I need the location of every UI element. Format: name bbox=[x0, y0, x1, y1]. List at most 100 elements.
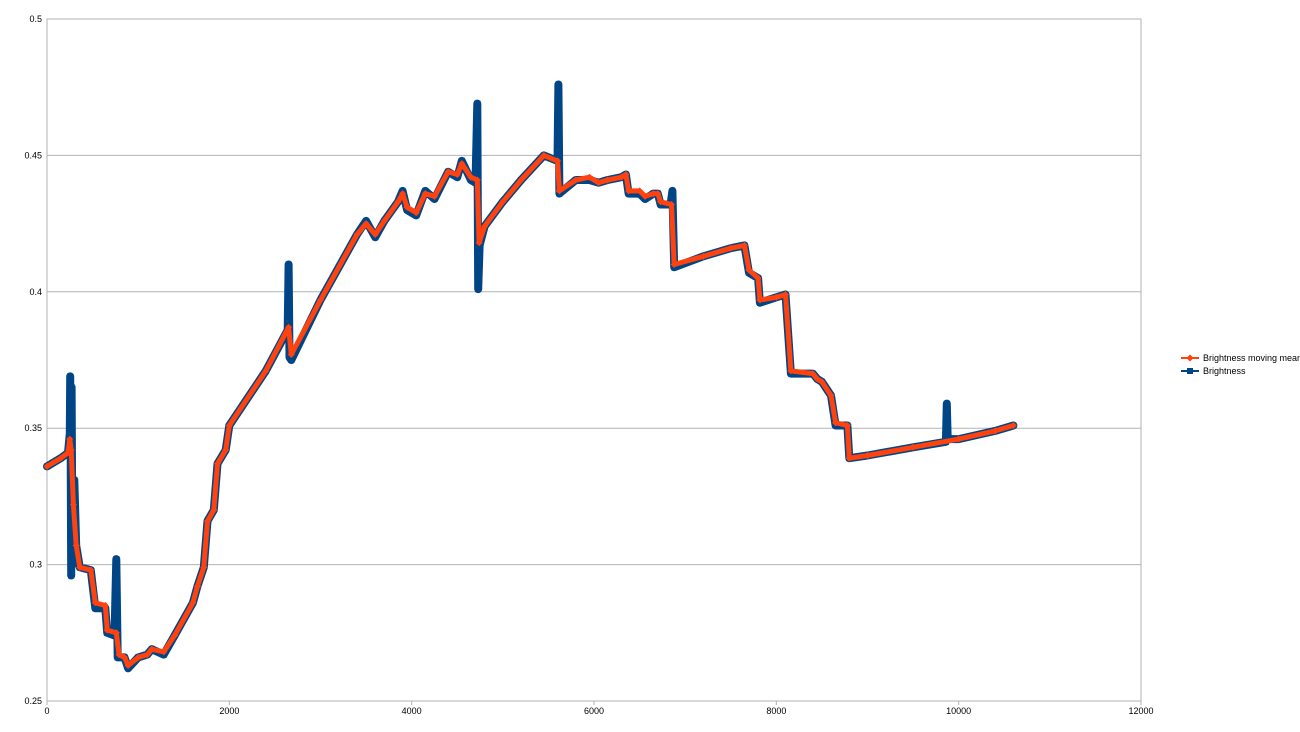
moving-mean-point bbox=[745, 266, 753, 274]
moving-mean-point bbox=[475, 239, 483, 247]
brightness-point bbox=[92, 605, 99, 612]
moving-mean-point bbox=[458, 160, 466, 168]
moving-mean-point bbox=[225, 421, 233, 429]
moving-mean-point bbox=[1009, 421, 1017, 429]
moving-mean-point bbox=[813, 375, 821, 383]
moving-mean-point bbox=[555, 187, 563, 195]
brightness-point bbox=[67, 373, 74, 380]
moving-mean-point bbox=[371, 231, 379, 239]
moving-mean-point bbox=[69, 501, 77, 509]
y-tick-label: 0.3 bbox=[29, 560, 42, 570]
moving-mean-point bbox=[473, 176, 481, 184]
moving-mean-point bbox=[622, 170, 630, 178]
moving-mean-point bbox=[262, 367, 270, 375]
moving-mean-point bbox=[756, 296, 764, 304]
moving-mean-point bbox=[380, 217, 388, 225]
moving-mean-point bbox=[91, 599, 99, 607]
moving-mean-point bbox=[625, 187, 633, 195]
moving-mean-point bbox=[72, 542, 80, 550]
moving-mean-point bbox=[809, 370, 817, 378]
moving-mean-point bbox=[467, 173, 475, 181]
legend-label: Brightness bbox=[1203, 366, 1246, 376]
moving-mean-point bbox=[670, 261, 678, 269]
brightness-point bbox=[474, 100, 481, 107]
moving-mean-point bbox=[955, 435, 963, 443]
y-tick-label: 0.4 bbox=[29, 287, 42, 297]
moving-mean-point bbox=[213, 460, 221, 468]
moving-mean-point bbox=[124, 662, 132, 670]
brightness-point bbox=[66, 430, 73, 437]
brightness-point bbox=[285, 261, 292, 268]
legend-item-moving-mean: Brightness moving mean bbox=[1181, 353, 1300, 363]
moving-mean-point bbox=[864, 451, 871, 459]
moving-mean-point bbox=[189, 599, 197, 607]
moving-mean-point bbox=[57, 454, 65, 462]
moving-mean-point bbox=[845, 454, 853, 462]
moving-mean-point bbox=[430, 192, 438, 200]
legend-item-brightness: Brightness bbox=[1181, 366, 1246, 376]
moving-mean-point bbox=[832, 419, 840, 427]
moving-mean-point bbox=[991, 427, 999, 435]
y-tick-label: 0.35 bbox=[24, 423, 42, 433]
x-axis-tick-labels: 0 2000 4000 6000 8000 10000 12000 bbox=[44, 701, 1154, 716]
brightness-point bbox=[69, 561, 76, 568]
moving-mean-point bbox=[595, 179, 603, 187]
moving-mean-point bbox=[617, 173, 625, 181]
moving-mean-point bbox=[517, 176, 525, 184]
moving-mean-point bbox=[727, 244, 735, 252]
moving-mean-point bbox=[604, 176, 612, 184]
moving-mean-point bbox=[115, 651, 123, 659]
moving-mean-point bbox=[554, 157, 562, 165]
moving-mean-point bbox=[572, 176, 580, 184]
moving-mean-point bbox=[66, 435, 74, 443]
x-tick-label: 8000 bbox=[766, 706, 786, 716]
moving-mean-point bbox=[787, 367, 795, 375]
x-tick-label: 0 bbox=[44, 706, 49, 716]
moving-mean-point bbox=[453, 170, 461, 178]
brightness-point bbox=[113, 556, 120, 563]
moving-mean-point bbox=[203, 517, 211, 525]
moving-mean-point bbox=[43, 462, 51, 470]
moving-mean-point bbox=[585, 173, 593, 181]
moving-mean-point bbox=[160, 648, 168, 656]
moving-mean-point bbox=[740, 241, 748, 249]
moving-mean-point bbox=[843, 421, 851, 429]
moving-mean-point bbox=[412, 209, 420, 217]
moving-mean-point bbox=[754, 274, 762, 282]
moving-mean-point bbox=[87, 566, 95, 574]
moving-mean-point bbox=[76, 563, 84, 571]
x-tick-label: 10000 bbox=[946, 706, 971, 716]
moving-mean-point bbox=[112, 629, 120, 637]
brightness-point bbox=[555, 81, 562, 88]
legend-marker bbox=[1186, 354, 1194, 362]
brightness-point bbox=[475, 286, 482, 293]
moving-mean-point bbox=[654, 190, 662, 198]
moving-mean-point bbox=[657, 198, 665, 206]
moving-mean-point bbox=[210, 506, 218, 514]
moving-mean-point bbox=[444, 168, 452, 176]
moving-mean-point bbox=[134, 653, 142, 661]
moving-mean-point bbox=[222, 446, 230, 454]
moving-mean-point bbox=[285, 323, 293, 331]
moving-mean-point bbox=[699, 252, 707, 260]
moving-mean-point bbox=[200, 563, 208, 571]
moving-mean-point bbox=[499, 198, 507, 206]
moving-mean-point bbox=[481, 222, 489, 230]
legend: Brightness moving mean Brightness bbox=[1181, 353, 1300, 376]
moving-mean-point bbox=[403, 203, 411, 211]
y-axis-tick-labels: 0.25 0.3 0.35 0.4 0.45 0.5 bbox=[24, 14, 42, 706]
moving-mean-point bbox=[67, 446, 75, 454]
brightness-point bbox=[943, 400, 950, 407]
moving-mean-point bbox=[353, 231, 361, 239]
x-tick-label: 4000 bbox=[402, 706, 422, 716]
moving-mean-point bbox=[636, 187, 644, 195]
moving-mean-point bbox=[317, 296, 324, 304]
y-tick-label: 0.45 bbox=[24, 150, 42, 160]
y-tick-label: 0.5 bbox=[29, 14, 42, 24]
brightness-point bbox=[68, 384, 75, 391]
moving-mean-point bbox=[103, 626, 111, 634]
moving-mean-point bbox=[421, 190, 429, 198]
moving-mean-point bbox=[667, 201, 675, 209]
brightness-point bbox=[669, 187, 676, 194]
